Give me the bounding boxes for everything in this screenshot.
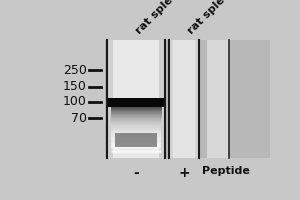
Text: -: - (133, 166, 139, 180)
Bar (207, 40, 229, 158)
Text: 100: 100 (63, 95, 87, 108)
Bar (105, 40, 270, 158)
Text: 150: 150 (63, 80, 87, 93)
Text: 70: 70 (71, 112, 87, 125)
Bar (115, 133, 157, 147)
Text: 250: 250 (63, 64, 87, 77)
Text: rat spleen: rat spleen (186, 0, 238, 36)
Bar (113, 40, 159, 158)
Text: +: + (178, 166, 190, 180)
Bar (107, 40, 165, 158)
Bar (107, 98, 165, 107)
Bar (169, 40, 199, 158)
Text: rat spleen: rat spleen (134, 0, 186, 36)
Bar (173, 40, 195, 158)
Text: Peptide: Peptide (202, 166, 250, 176)
